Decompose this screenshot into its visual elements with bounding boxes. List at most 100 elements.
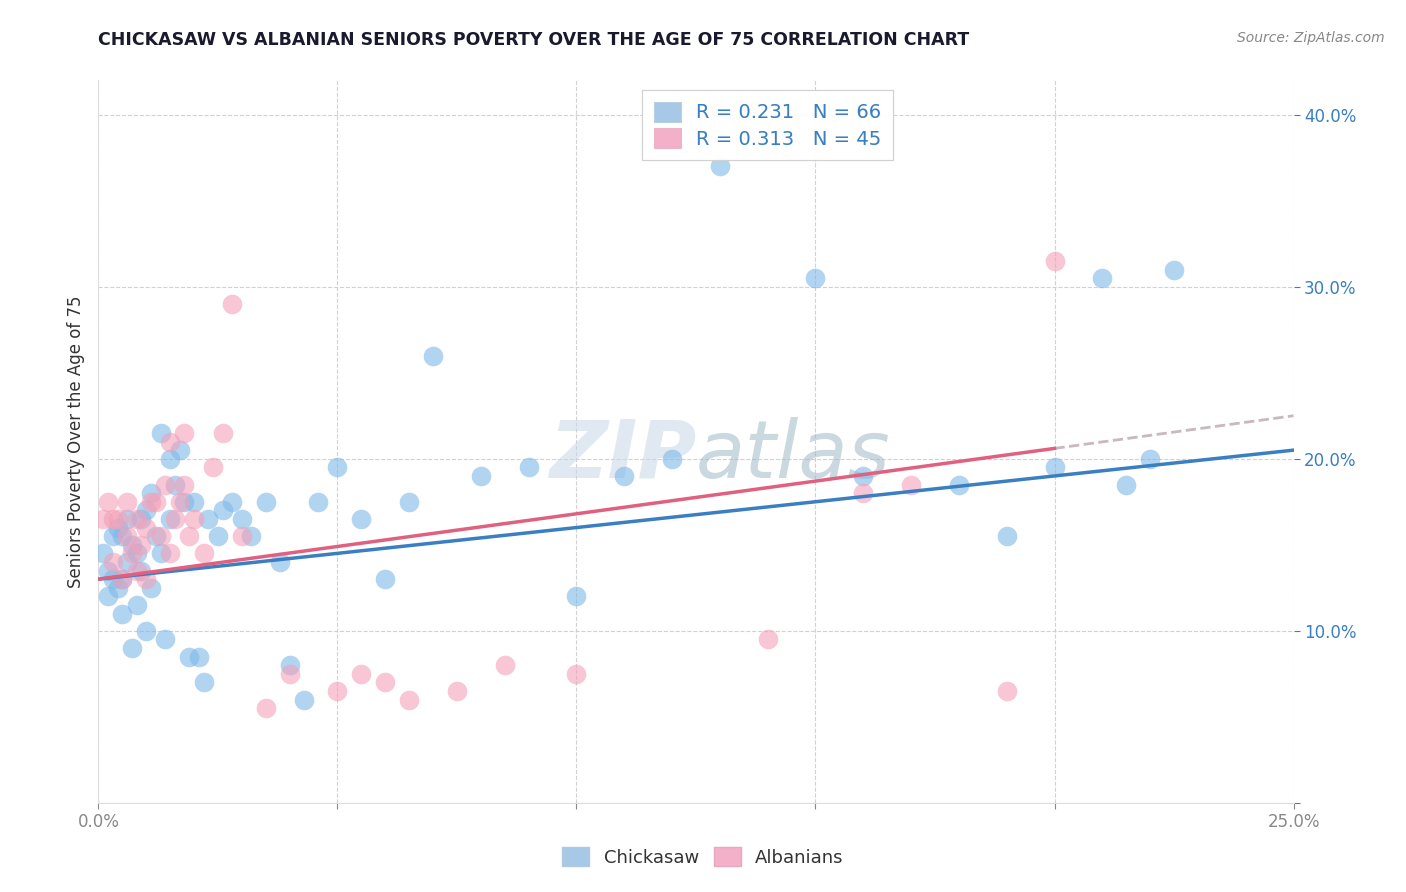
Point xyxy=(193,546,215,560)
Point xyxy=(183,512,205,526)
Point xyxy=(101,529,124,543)
Point xyxy=(240,529,263,543)
Point xyxy=(197,512,219,526)
Point xyxy=(159,451,181,466)
Point xyxy=(995,529,1018,543)
Point xyxy=(159,434,181,449)
Point xyxy=(135,520,157,534)
Point xyxy=(221,297,243,311)
Point xyxy=(135,624,157,638)
Point xyxy=(756,632,779,647)
Legend: Chickasaw, Albanians: Chickasaw, Albanians xyxy=(555,840,851,874)
Point xyxy=(1043,253,1066,268)
Point xyxy=(326,684,349,698)
Point xyxy=(111,607,134,621)
Point xyxy=(278,658,301,673)
Point xyxy=(470,469,492,483)
Point xyxy=(159,512,181,526)
Point xyxy=(254,701,277,715)
Point xyxy=(97,494,120,508)
Point xyxy=(101,555,124,569)
Point xyxy=(115,494,138,508)
Point xyxy=(131,538,153,552)
Point xyxy=(446,684,468,698)
Point xyxy=(91,512,114,526)
Point xyxy=(179,649,201,664)
Point xyxy=(231,529,253,543)
Point xyxy=(350,666,373,681)
Point xyxy=(350,512,373,526)
Legend: R = 0.231   N = 66, R = 0.313   N = 45: R = 0.231 N = 66, R = 0.313 N = 45 xyxy=(643,90,893,161)
Point xyxy=(115,529,138,543)
Point xyxy=(1043,460,1066,475)
Point xyxy=(101,512,124,526)
Point xyxy=(155,632,177,647)
Point xyxy=(422,349,444,363)
Point xyxy=(131,512,153,526)
Point xyxy=(269,555,291,569)
Point xyxy=(169,494,191,508)
Point xyxy=(111,529,134,543)
Point xyxy=(115,555,138,569)
Point xyxy=(374,572,396,586)
Point xyxy=(494,658,516,673)
Point xyxy=(1139,451,1161,466)
Point xyxy=(101,572,124,586)
Point xyxy=(278,666,301,681)
Point xyxy=(661,451,683,466)
Y-axis label: Seniors Poverty Over the Age of 75: Seniors Poverty Over the Age of 75 xyxy=(66,295,84,588)
Point xyxy=(948,477,970,491)
Point xyxy=(163,477,186,491)
Point xyxy=(211,425,233,440)
Point xyxy=(179,529,201,543)
Text: Source: ZipAtlas.com: Source: ZipAtlas.com xyxy=(1237,31,1385,45)
Point xyxy=(613,469,636,483)
Point xyxy=(121,546,143,560)
Point xyxy=(173,477,195,491)
Point xyxy=(155,477,177,491)
Point xyxy=(1115,477,1137,491)
Point xyxy=(1091,271,1114,285)
Point xyxy=(125,546,148,560)
Text: atlas: atlas xyxy=(696,417,891,495)
Point xyxy=(145,529,167,543)
Point xyxy=(173,425,195,440)
Point xyxy=(709,159,731,173)
Point xyxy=(111,572,134,586)
Point xyxy=(995,684,1018,698)
Point xyxy=(307,494,329,508)
Point xyxy=(852,469,875,483)
Point xyxy=(221,494,243,508)
Point xyxy=(183,494,205,508)
Point xyxy=(107,512,129,526)
Point xyxy=(292,692,315,706)
Point xyxy=(121,538,143,552)
Point xyxy=(115,512,138,526)
Point xyxy=(202,460,225,475)
Point xyxy=(900,477,922,491)
Point xyxy=(107,520,129,534)
Text: ZIP: ZIP xyxy=(548,417,696,495)
Point xyxy=(121,640,143,655)
Point xyxy=(139,486,162,500)
Point xyxy=(149,546,172,560)
Point xyxy=(125,564,148,578)
Point xyxy=(135,572,157,586)
Point xyxy=(135,503,157,517)
Point xyxy=(1163,262,1185,277)
Point xyxy=(187,649,209,664)
Point xyxy=(398,494,420,508)
Point xyxy=(107,581,129,595)
Point xyxy=(125,512,148,526)
Point xyxy=(91,546,114,560)
Point xyxy=(97,564,120,578)
Text: CHICKASAW VS ALBANIAN SENIORS POVERTY OVER THE AGE OF 75 CORRELATION CHART: CHICKASAW VS ALBANIAN SENIORS POVERTY OV… xyxy=(98,31,970,49)
Point xyxy=(565,666,588,681)
Point xyxy=(149,529,172,543)
Point xyxy=(173,494,195,508)
Point xyxy=(207,529,229,543)
Point xyxy=(149,425,172,440)
Point xyxy=(139,581,162,595)
Point xyxy=(125,598,148,612)
Point xyxy=(211,503,233,517)
